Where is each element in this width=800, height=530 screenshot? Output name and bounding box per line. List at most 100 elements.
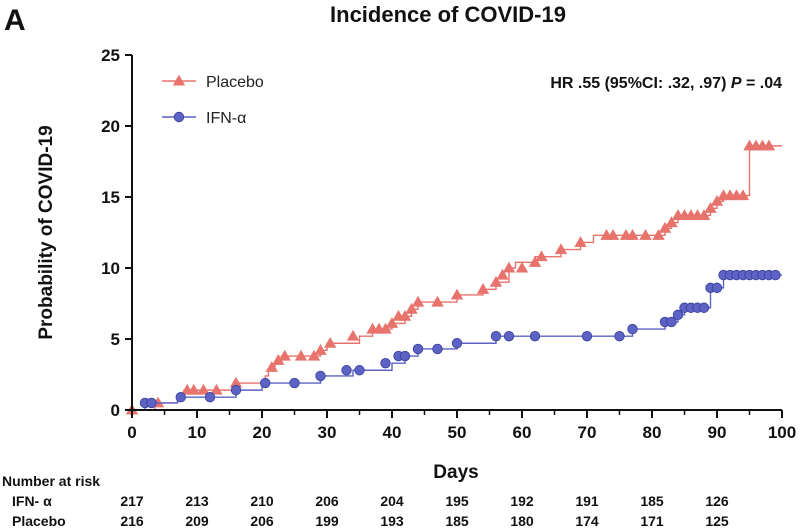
risk-value: 171 xyxy=(640,513,664,529)
risk-value: 125 xyxy=(705,513,729,529)
censor-mark-ifn xyxy=(146,397,157,409)
risk-value: 185 xyxy=(640,493,664,509)
censor-mark-ifn xyxy=(399,350,411,362)
censor-mark-ifn xyxy=(672,309,684,321)
risk-value: 174 xyxy=(575,513,599,529)
censor-mark-placebo xyxy=(431,295,444,307)
x-tick-label: 0 xyxy=(127,423,136,442)
censor-mark-ifn xyxy=(666,316,677,328)
hazard-ratio-annotation: HR .55 (95%CI: .32, .97) P = .04 xyxy=(550,75,782,92)
risk-value: 192 xyxy=(510,493,534,509)
censor-mark-placebo xyxy=(294,349,308,361)
legend: Placebo IFN-α xyxy=(162,74,264,127)
risk-value: 209 xyxy=(185,513,209,529)
censor-mark-ifn xyxy=(204,392,216,403)
risk-value: 199 xyxy=(315,513,339,529)
censor-mark-placebo xyxy=(574,236,587,247)
censor-mark-ifn xyxy=(260,377,271,389)
risk-value: 180 xyxy=(510,513,534,529)
x-tick-label: 100 xyxy=(768,423,796,442)
censor-mark-placebo xyxy=(697,209,711,220)
risk-table: Number at risk IFN- α Placebo 217 213 210 2… xyxy=(2,473,729,529)
censor-mark-ifn xyxy=(432,343,443,355)
p-value-text: = .04 xyxy=(742,75,783,92)
censor-mark-placebo xyxy=(736,189,750,201)
x-axis-label: Days xyxy=(433,462,478,483)
risk-value: 210 xyxy=(250,493,274,509)
y-tick-label: 25 xyxy=(101,46,120,65)
censor-mark-placebo xyxy=(210,383,223,395)
censor-mark-placebo xyxy=(187,383,200,395)
x-tick-label: 30 xyxy=(318,423,337,442)
censor-mark-ifn xyxy=(354,365,365,376)
y-tick-label: 5 xyxy=(111,330,120,349)
risk-value: 213 xyxy=(185,493,209,509)
censor-mark-placebo xyxy=(626,229,639,240)
hr-text: HR .55 (95%CI: .32, .97) xyxy=(550,75,731,92)
censor-mark-ifn xyxy=(581,330,593,342)
censor-mark-ifn xyxy=(490,330,502,342)
risk-value: 206 xyxy=(315,493,339,509)
censor-mark-placebo xyxy=(385,317,399,328)
chart-title: Incidence of COVID-19 xyxy=(330,2,566,27)
censor-mark-placebo xyxy=(489,275,503,287)
risk-value: 193 xyxy=(380,513,404,529)
censor-mark-ifn xyxy=(341,365,352,376)
axes: 0 5 10 15 20 25 0 10 20 30 40 50 60 70 80 90 100 xyxy=(101,46,796,442)
censor-mark-ifn xyxy=(315,370,326,382)
censor-mark-ifn xyxy=(175,392,186,403)
censor-mark-placebo xyxy=(324,336,337,348)
risk-row-label-ifn: IFN- α xyxy=(12,493,52,509)
censor-mark-placebo xyxy=(307,349,321,361)
censor-mark-placebo xyxy=(528,256,542,267)
risk-value: 217 xyxy=(120,493,144,509)
censor-mark-placebo xyxy=(496,268,509,280)
censor-mark-placebo xyxy=(450,288,464,300)
x-tick-label: 60 xyxy=(513,423,532,442)
censor-mark-ifn xyxy=(529,330,541,342)
risk-table-header: Number at risk xyxy=(2,473,100,489)
risk-value: 185 xyxy=(445,513,469,529)
x-tick-label: 50 xyxy=(448,423,467,442)
censor-mark-placebo xyxy=(278,349,291,361)
censor-mark-placebo xyxy=(502,261,516,273)
x-tick-label: 10 xyxy=(188,423,207,442)
censor-mark-placebo xyxy=(197,383,210,395)
y-tick-label: 10 xyxy=(101,259,120,278)
censor-mark-placebo xyxy=(639,229,652,240)
censor-mark-placebo xyxy=(398,309,412,321)
risk-value: 204 xyxy=(380,493,404,509)
risk-value: 126 xyxy=(705,493,729,509)
censor-mark-placebo xyxy=(476,282,490,294)
legend-symbol-placebo xyxy=(172,74,186,86)
censor-mark-ifn xyxy=(451,338,463,349)
risk-value: 191 xyxy=(575,493,599,509)
risk-value: 216 xyxy=(120,513,144,529)
censor-mark-placebo xyxy=(658,221,672,233)
risk-value: 195 xyxy=(445,493,469,509)
censor-mark-ifn xyxy=(614,330,625,342)
censor-mark-placebo xyxy=(379,322,392,334)
series-line-placebo xyxy=(132,145,782,411)
censor-mark-placebo xyxy=(405,302,418,314)
censor-mark-placebo xyxy=(606,229,620,240)
p-symbol: P xyxy=(731,75,742,92)
panel-letter: A xyxy=(4,4,26,37)
censor-mark-placebo xyxy=(652,229,665,240)
censor-mark-placebo xyxy=(515,261,529,273)
x-tick-label: 20 xyxy=(253,423,272,442)
censor-mark-placebo xyxy=(554,243,568,255)
risk-row-label-placebo: Placebo xyxy=(12,513,66,529)
censor-mark-ifn xyxy=(289,377,300,389)
censor-mark-ifn xyxy=(230,384,242,396)
x-tick-label: 90 xyxy=(708,423,727,442)
censor-mark-placebo xyxy=(411,295,425,307)
censor-mark-ifn xyxy=(503,330,515,342)
legend-symbol-ifn xyxy=(173,111,185,123)
censor-mark-placebo xyxy=(314,344,327,355)
x-tick-label: 80 xyxy=(643,423,662,442)
censor-mark-ifn xyxy=(380,357,391,369)
censor-mark-placebo xyxy=(762,139,776,151)
censor-mark-ifn xyxy=(770,269,781,281)
